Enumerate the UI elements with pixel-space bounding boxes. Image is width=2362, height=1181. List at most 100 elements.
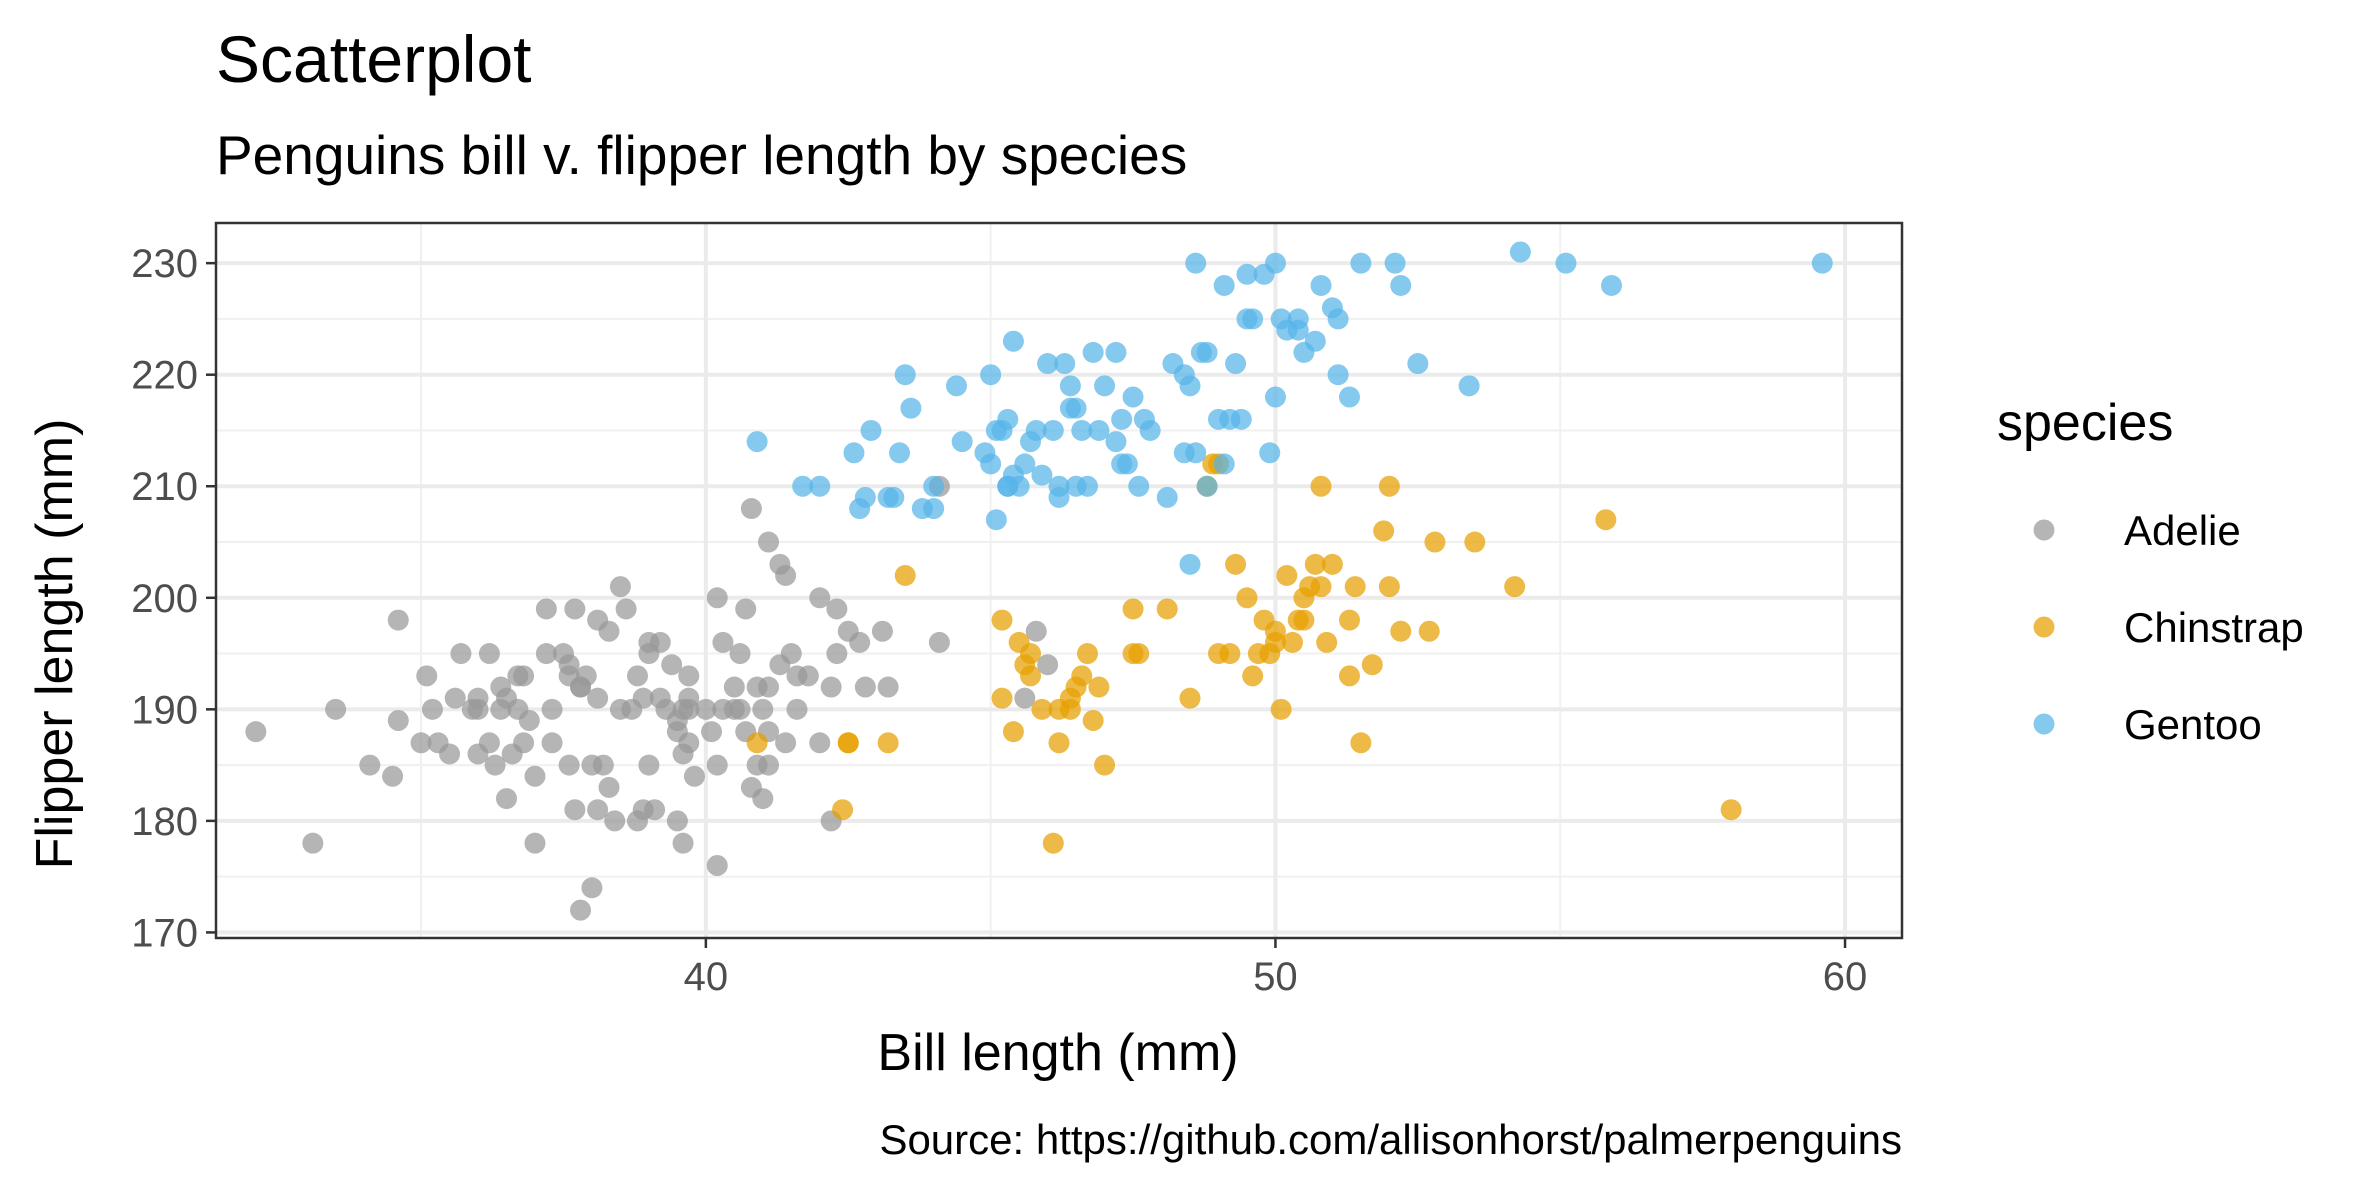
adelie-point bbox=[382, 765, 404, 787]
x-tick-label: 50 bbox=[1253, 955, 1298, 999]
legend-label-adelie: Adelie bbox=[2124, 507, 2241, 554]
gentoo-point bbox=[1156, 486, 1178, 508]
adelie-point bbox=[410, 732, 432, 754]
adelie-point bbox=[735, 598, 757, 620]
adelie-point bbox=[683, 765, 705, 787]
adelie-point bbox=[797, 665, 819, 687]
chinstrap-point bbox=[1310, 475, 1332, 497]
adelie-point bbox=[672, 698, 694, 720]
chinstrap-point bbox=[1048, 732, 1070, 754]
adelie-point bbox=[820, 676, 842, 698]
adelie-point bbox=[729, 698, 751, 720]
adelie-point bbox=[871, 620, 893, 642]
adelie-point bbox=[592, 754, 614, 776]
gentoo-point bbox=[1327, 364, 1349, 386]
adelie-point bbox=[484, 754, 506, 776]
adelie-point bbox=[325, 698, 347, 720]
adelie-point bbox=[752, 788, 774, 810]
gentoo-point bbox=[1088, 419, 1110, 441]
adelie-point bbox=[638, 643, 660, 665]
chart-title: Scatterplot bbox=[216, 22, 532, 96]
gentoo-point bbox=[1048, 475, 1070, 497]
x-axis-tick-labels: 40 50 60 bbox=[684, 955, 1868, 999]
adelie-point bbox=[701, 721, 723, 743]
gentoo-point bbox=[1509, 241, 1531, 263]
chinstrap-point bbox=[1316, 631, 1338, 653]
legend-key-chinstrap bbox=[2033, 616, 2055, 638]
gentoo-point bbox=[945, 375, 967, 397]
chinstrap-point bbox=[1179, 687, 1201, 709]
gentoo-point bbox=[1094, 375, 1116, 397]
chinstrap-point bbox=[1504, 576, 1526, 598]
y-tick-label: 200 bbox=[131, 577, 198, 621]
adelie-point bbox=[706, 854, 728, 876]
adelie-point bbox=[558, 665, 580, 687]
gentoo-point bbox=[860, 419, 882, 441]
gentoo-point bbox=[1122, 386, 1144, 408]
gentoo-point bbox=[1555, 252, 1577, 274]
adelie-point bbox=[1014, 687, 1036, 709]
adelie-point bbox=[245, 721, 267, 743]
adelie-point bbox=[849, 631, 871, 653]
adelie-point bbox=[826, 598, 848, 620]
adelie-point bbox=[758, 531, 780, 553]
chinstrap-point bbox=[1156, 598, 1178, 620]
adelie-point bbox=[706, 587, 728, 609]
chinstrap-point bbox=[1002, 721, 1024, 743]
gentoo-point bbox=[1338, 386, 1360, 408]
adelie-point bbox=[809, 587, 831, 609]
chinstrap-point bbox=[1048, 698, 1070, 720]
chinstrap-point bbox=[1031, 698, 1053, 720]
chinstrap-point bbox=[1259, 643, 1281, 665]
gentoo-point bbox=[1390, 274, 1412, 296]
gentoo-point bbox=[1259, 442, 1281, 464]
adelie-point bbox=[421, 698, 443, 720]
gentoo-point bbox=[997, 408, 1019, 430]
adelie-point bbox=[478, 643, 500, 665]
chinstrap-point bbox=[1242, 665, 1264, 687]
chinstrap-point bbox=[991, 609, 1013, 631]
adelie-point bbox=[541, 732, 563, 754]
gentoo-point bbox=[1042, 419, 1064, 441]
adelie-point bbox=[826, 643, 848, 665]
adelie-point bbox=[416, 665, 438, 687]
adelie-point bbox=[564, 799, 586, 821]
gentoo-point bbox=[1213, 453, 1235, 475]
adelie-point bbox=[632, 687, 654, 709]
adelie-point bbox=[758, 676, 780, 698]
gentoo-point bbox=[1236, 308, 1258, 330]
chinstrap-point bbox=[746, 732, 768, 754]
adelie-point bbox=[387, 709, 409, 731]
adelie-point bbox=[695, 698, 717, 720]
chinstrap-point bbox=[1424, 531, 1446, 553]
gentoo-point bbox=[1407, 353, 1429, 375]
chinstrap-point bbox=[832, 799, 854, 821]
adelie-point bbox=[604, 810, 626, 832]
adelie-point bbox=[809, 732, 831, 754]
chinstrap-point bbox=[1378, 475, 1400, 497]
chinstrap-point bbox=[1236, 587, 1258, 609]
chinstrap-point bbox=[1390, 620, 1412, 642]
plot-border bbox=[214, 221, 1904, 940]
gentoo-point bbox=[1185, 442, 1207, 464]
chinstrap-point bbox=[1464, 531, 1486, 553]
adelie-point bbox=[615, 598, 637, 620]
gentoo-point bbox=[809, 475, 831, 497]
gentoo-point bbox=[1173, 364, 1195, 386]
x-tick-label: 40 bbox=[684, 955, 729, 999]
gentoo-point bbox=[1811, 252, 1833, 274]
chinstrap-point bbox=[1076, 643, 1098, 665]
chart-subtitle: Penguins bill v. flipper length by speci… bbox=[216, 124, 1187, 186]
y-tick-label: 180 bbox=[131, 800, 198, 844]
adelie-point bbox=[672, 832, 694, 854]
chinstrap-point bbox=[837, 732, 859, 754]
gentoo-point bbox=[1002, 330, 1024, 352]
gentoo-point bbox=[1350, 252, 1372, 274]
adelie-point bbox=[729, 643, 751, 665]
adelie-point bbox=[535, 598, 557, 620]
gentoo-point bbox=[980, 364, 1002, 386]
adelie-point bbox=[649, 687, 671, 709]
legend-label-gentoo: Gentoo bbox=[2124, 701, 2262, 748]
axis-ticks bbox=[206, 261, 1847, 948]
y-tick-label: 190 bbox=[131, 688, 198, 732]
